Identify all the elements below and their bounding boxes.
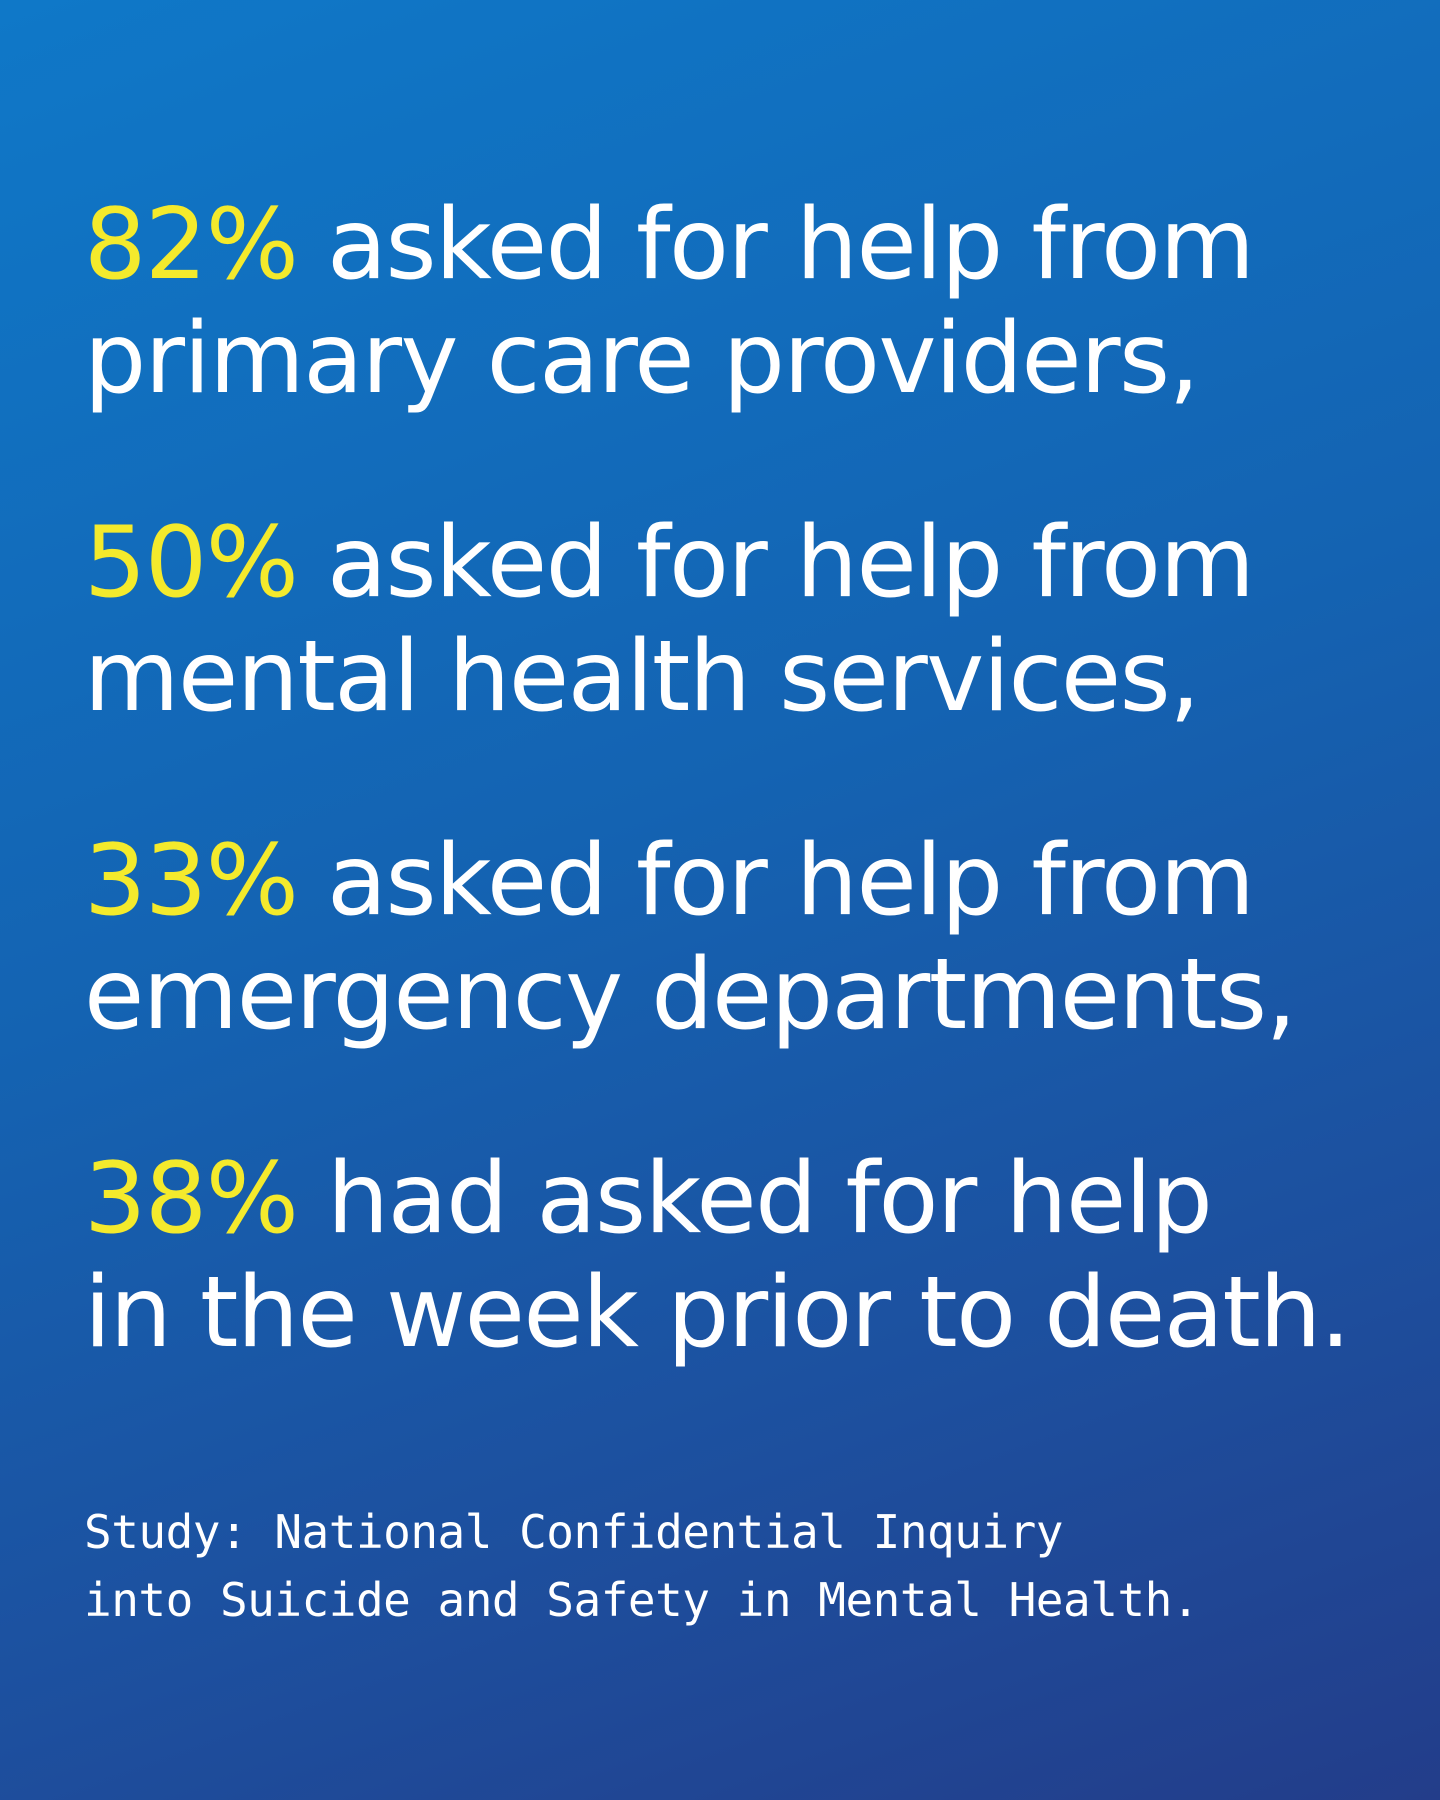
stat-line-2: emergency departments, <box>84 938 1297 1052</box>
stat-line-2: mental health services, <box>84 620 1200 734</box>
stat-percent: 33% <box>84 824 299 938</box>
stat-week-prior: 38% had asked for help in the week prior… <box>84 1142 1384 1370</box>
stat-text: asked for help from <box>326 506 1255 620</box>
stat-emergency: 33% asked for help from emergency depart… <box>84 824 1384 1052</box>
stat-percent: 82% <box>84 188 299 302</box>
stat-mental-health: 50% asked for help from mental health se… <box>84 506 1384 734</box>
source-citation: Study: National Confidential Inquiry int… <box>84 1498 1384 1634</box>
stat-line-1: 33% asked for help from <box>84 824 1384 938</box>
stat-line-1: 82% asked for help from <box>84 188 1384 302</box>
stat-percent: 50% <box>84 506 299 620</box>
source-line-2: into Suicide and Safety in Mental Health… <box>84 1573 1199 1627</box>
stat-line-2: in the week prior to death. <box>84 1256 1351 1370</box>
stat-line-1: 50% asked for help from <box>84 506 1384 620</box>
stats-panel: 82% asked for help from primary care pro… <box>84 188 1384 1634</box>
stat-line-2: primary care providers, <box>84 302 1200 416</box>
stat-text: asked for help from <box>326 188 1255 302</box>
source-line-1: Study: National Confidential Inquiry <box>84 1505 1064 1559</box>
stat-percent: 38% <box>84 1142 299 1256</box>
stat-primary-care: 82% asked for help from primary care pro… <box>84 188 1384 416</box>
stat-text: asked for help from <box>326 824 1255 938</box>
stat-text: had asked for help <box>326 1142 1213 1256</box>
stat-line-1: 38% had asked for help <box>84 1142 1384 1256</box>
